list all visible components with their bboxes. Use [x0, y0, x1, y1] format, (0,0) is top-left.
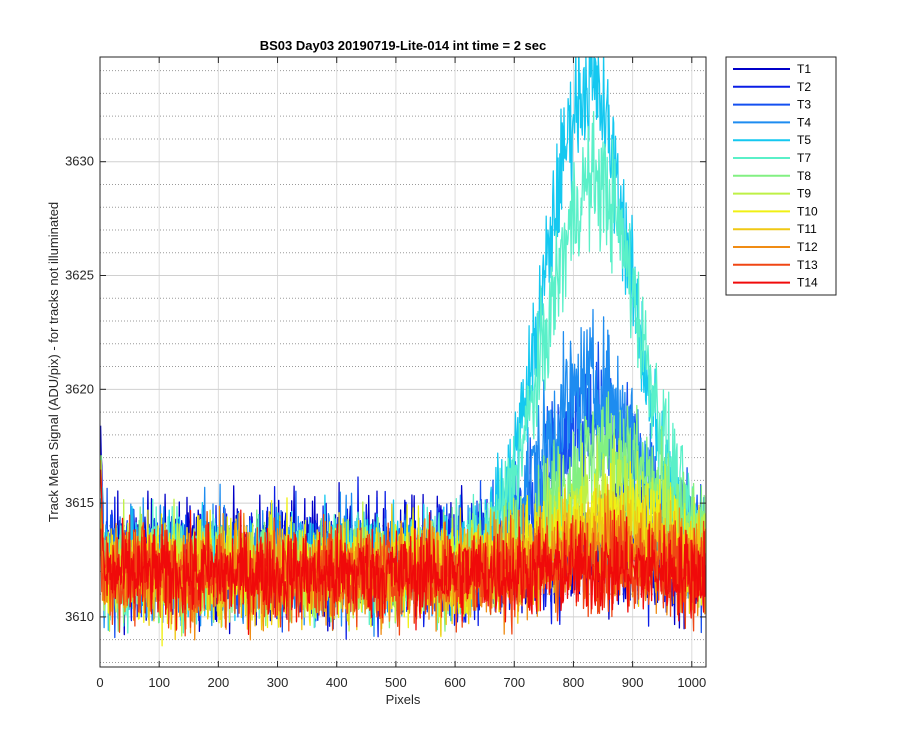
x-tick-label: 700: [503, 675, 525, 690]
legend-label-t1: T1: [797, 62, 811, 76]
x-tick-label: 1000: [677, 675, 706, 690]
y-tick-label: 3615: [65, 495, 94, 510]
axis-ticks: [99, 57, 706, 667]
x-tick-label: 800: [563, 675, 585, 690]
y-axis-label: Track Mean Signal (ADU/pix) - for tracks…: [46, 202, 61, 522]
legend-label-t12: T12: [797, 240, 818, 254]
y-tick-label: 3625: [65, 268, 94, 283]
legend-label-t13: T13: [797, 258, 818, 272]
y-tick-label: 3610: [65, 609, 94, 624]
legend-label-t8: T8: [797, 169, 811, 183]
x-tick-label: 300: [267, 675, 289, 690]
legend-label-t11: T11: [797, 222, 817, 236]
x-tick-label: 500: [385, 675, 407, 690]
y-tick-label: 3630: [65, 154, 94, 169]
legend-label-t5: T5: [797, 133, 811, 147]
legend: T1 T2 T3 T4 T5 T7 T8 T9 T10 T11 T12 T13 T14: [725, 56, 837, 296]
legend-label-t9: T9: [797, 187, 811, 201]
y-tick-label: 3620: [65, 381, 94, 396]
x-tick-label: 600: [444, 675, 466, 690]
legend-label-t10: T10: [797, 204, 818, 218]
x-tick-label: 0: [96, 675, 103, 690]
series-lines: [100, 57, 706, 647]
x-axis-label: Pixels: [386, 692, 421, 707]
legend-label-t3: T3: [797, 98, 811, 112]
x-tick-label: 200: [208, 675, 230, 690]
x-tick-label: 100: [148, 675, 170, 690]
x-tick-labels: 0 100 200 300 400 500 600 700 800 900 1000: [96, 675, 706, 690]
x-tick-label: 400: [326, 675, 348, 690]
legend-label-t7: T7: [797, 151, 811, 165]
legend-label-t14: T14: [797, 276, 818, 290]
legend-label-t2: T2: [797, 80, 811, 94]
plot-frame: [99, 56, 707, 668]
legend-label-t4: T4: [797, 115, 811, 129]
chart-title: BS03 Day03 20190719-Lite-014 int time = …: [260, 38, 547, 53]
y-tick-labels: 3610 3615 3620 3625 3630: [65, 154, 94, 624]
legend-items: T1 T2 T3 T4 T5 T7 T8 T9 T10 T11 T12 T13 T14: [733, 62, 818, 290]
series-line-t14: [100, 469, 706, 636]
x-tick-label: 900: [622, 675, 644, 690]
